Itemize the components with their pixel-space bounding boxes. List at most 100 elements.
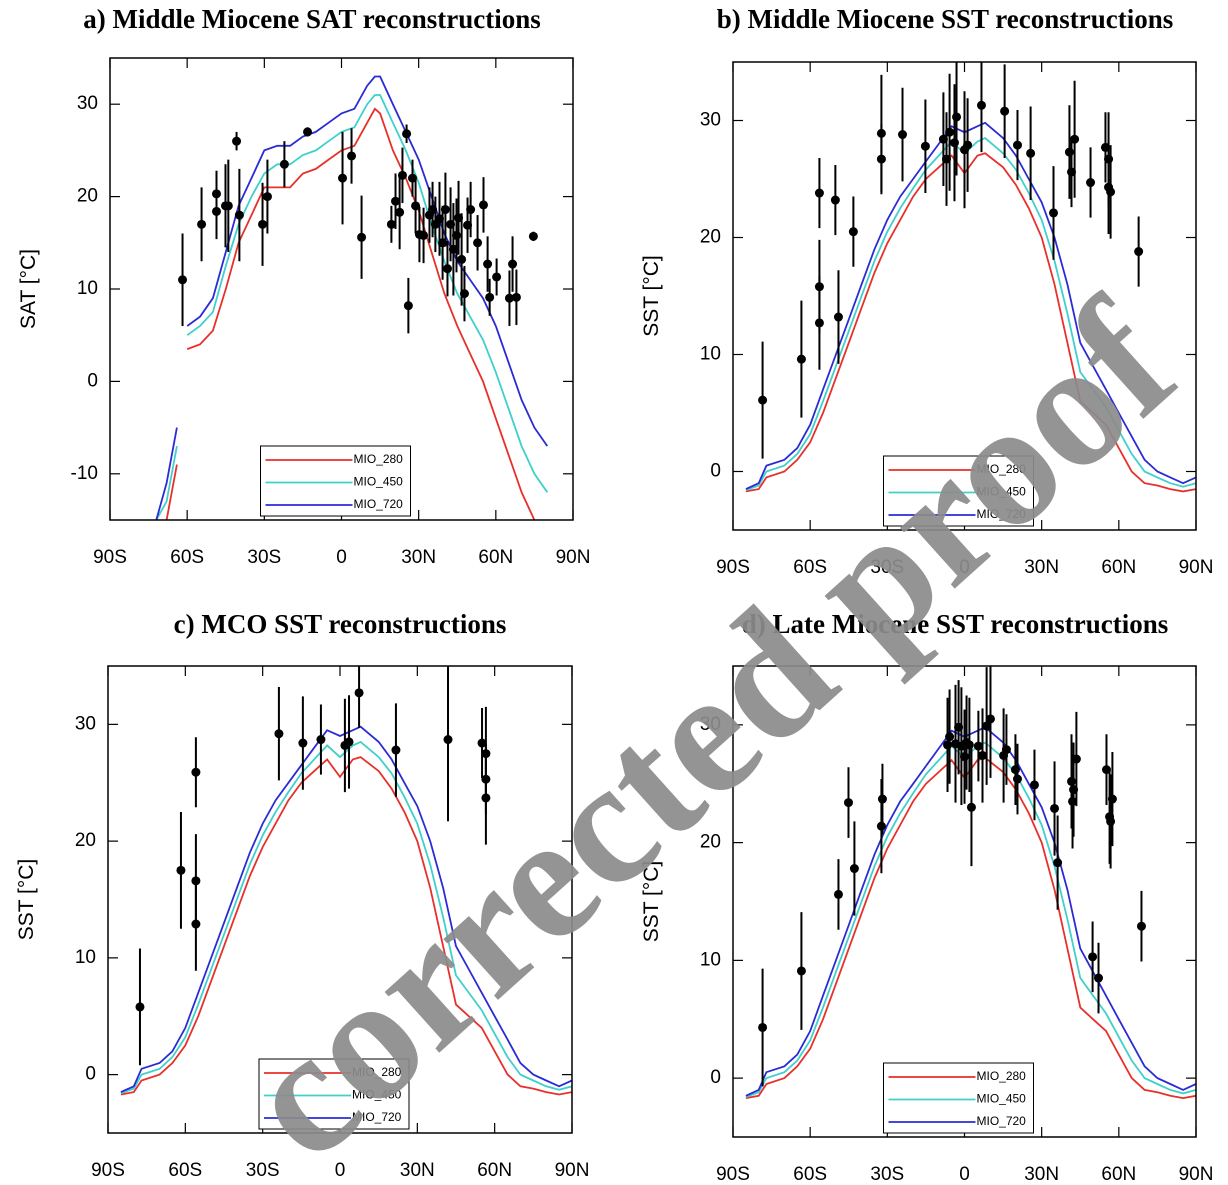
proxy-point (504, 293, 514, 303)
proxy-point (833, 889, 843, 899)
proxy-point (920, 141, 930, 151)
proxy-point (1029, 780, 1039, 790)
proxy-point (191, 767, 201, 777)
proxy-point (258, 219, 268, 229)
series-line (120, 725, 572, 1093)
proxy-point (848, 227, 858, 237)
proxy-point (960, 752, 969, 762)
proxy-point (135, 1002, 145, 1012)
proxy-point (1026, 148, 1036, 158)
proxy-point (877, 794, 887, 804)
x-tick-label: 90N (555, 1160, 590, 1181)
legend-label: MIO_720 (352, 1110, 402, 1124)
proxy-point (279, 159, 289, 169)
panel: d) Late Miocene SST reconstructions SST [… (640, 609, 1213, 1185)
series-line (745, 152, 1196, 493)
proxy-point (964, 740, 974, 750)
proxy-point (796, 354, 806, 364)
proxy-point (492, 272, 502, 282)
legend: MIO_280 MIO_450 MIO_720 (258, 1058, 410, 1130)
y-tick-label: 20 (77, 186, 98, 207)
lines (120, 725, 572, 1096)
x-tick-label: 60S (170, 547, 204, 568)
y-axis-label: SST [°C] (15, 859, 38, 941)
plot-frame (107, 665, 573, 1134)
plot-frame (732, 61, 1197, 531)
proxy-point (391, 745, 401, 755)
y-tick-label: 30 (75, 713, 96, 734)
proxy-point (830, 195, 840, 205)
series-line (745, 121, 1196, 490)
x-tick-label: 60N (478, 547, 513, 568)
proxy-point (843, 798, 853, 808)
plot-frame (732, 665, 1197, 1138)
panel-title: c) MCO SST reconstructions (174, 609, 507, 639)
series-line (165, 107, 536, 520)
proxy-point (976, 100, 986, 110)
proxy-point (1000, 106, 1010, 116)
proxy-point (898, 130, 908, 140)
x-tick-label: 60S (793, 557, 827, 578)
proxy-point (876, 821, 886, 831)
y-tick-label: 0 (87, 370, 98, 391)
proxy-point (1136, 921, 1146, 931)
proxy-point (1048, 208, 1058, 218)
x-tick-label: 90S (716, 1164, 750, 1185)
y-tick-label: 0 (85, 1064, 96, 1085)
series-line (155, 94, 549, 520)
panel: c) MCO SST reconstructions SST [°C] 90S 60S… (15, 609, 589, 1181)
x-tick-label: 90N (1179, 1164, 1214, 1185)
proxy-point (354, 688, 364, 698)
proxy-point (411, 201, 421, 211)
x-tick-label: 60N (1101, 557, 1136, 578)
y-axis-label: SST [°C] (640, 255, 663, 337)
y-axis-label: SST [°C] (640, 861, 663, 943)
y-tick-label: 0 (710, 461, 721, 482)
proxy-point (483, 259, 493, 269)
proxy-point (442, 264, 452, 274)
proxy-point (419, 230, 429, 240)
proxy-point (457, 254, 467, 264)
proxy-point (796, 966, 806, 976)
proxy-point (262, 192, 272, 202)
proxy-point (849, 864, 859, 874)
proxy-point (477, 738, 487, 748)
y-tick-label: 20 (700, 227, 721, 248)
proxy-point (945, 127, 955, 137)
x-tick-label: 30S (870, 557, 904, 578)
proxy-point (316, 735, 326, 745)
proxy-point (1106, 187, 1116, 197)
legend: MIO_280 MIO_450 MIO_720 (883, 455, 1034, 527)
proxy-point (943, 740, 953, 750)
proxy-point (1088, 952, 1098, 962)
proxy-point (440, 205, 450, 215)
series-line (120, 740, 572, 1095)
series-line (745, 726, 1196, 1097)
legend: MIO_280 MIO_450 MIO_720 (260, 445, 411, 517)
panel: a) Middle Miocene SAT reconstructions SAT… (17, 4, 590, 568)
x-tick-label: 30S (247, 547, 281, 568)
proxy-point (344, 737, 354, 747)
proxy-point (459, 289, 469, 299)
legend: MIO_280 MIO_450 MIO_720 (883, 1062, 1034, 1134)
legend-label: MIO_280 (354, 452, 404, 466)
proxy-point (357, 232, 367, 242)
proxy-point (481, 749, 491, 759)
y-tick-label: 10 (700, 344, 721, 365)
proxy-point (1012, 140, 1022, 150)
proxy-points (758, 62, 1144, 459)
y-tick-label: 10 (75, 947, 96, 968)
x-tick-label: 90S (91, 1160, 125, 1181)
proxy-point (443, 735, 453, 745)
proxy-point (176, 865, 186, 875)
y-tick-label: -10 (71, 463, 98, 484)
proxy-point (814, 318, 824, 328)
proxy-point (1064, 147, 1074, 157)
proxy-point (966, 802, 976, 812)
proxy-point (402, 129, 412, 139)
legend-label: MIO_450 (977, 1092, 1027, 1106)
legend-label: MIO_720 (977, 507, 1027, 521)
panel-title: b) Middle Miocene SST reconstructions (717, 4, 1174, 34)
panel: b) Middle Miocene SST reconstructions SST… (640, 4, 1213, 578)
